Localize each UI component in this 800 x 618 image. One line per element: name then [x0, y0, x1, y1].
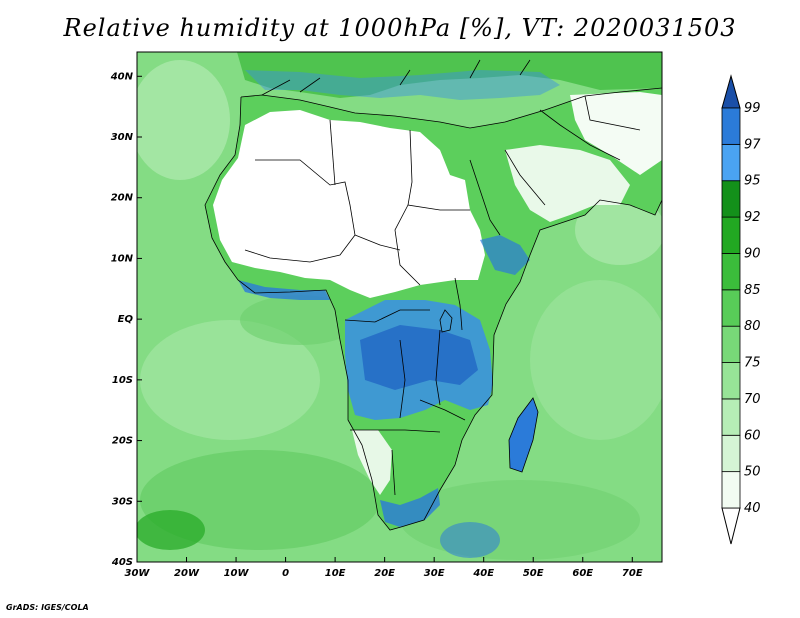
south-africa-moist-region — [380, 488, 440, 527]
land-europe — [237, 52, 662, 98]
lon-tick-label: 30E — [424, 568, 445, 579]
arabia-dry-region — [505, 145, 630, 222]
lat-tick-label: 30N — [111, 132, 134, 143]
colorbar-segment — [721, 253, 741, 291]
middle-east-dry-region — [570, 92, 662, 175]
latitude-axis: 40N 30N 20N 10N EQ 10S 20S 30S 40S — [110, 71, 142, 568]
lat-tick-label: 40S — [111, 557, 133, 568]
ocean-patch-indian — [530, 280, 662, 440]
lon-tick-label: 0 — [282, 568, 289, 579]
colorbar-level-label: 97 — [744, 137, 761, 152]
lat-tick-label: 10S — [112, 375, 133, 386]
colorbar-segment — [721, 180, 741, 218]
lat-tick-label: 20S — [112, 436, 133, 447]
ocean-moist-sw — [137, 510, 205, 550]
colorbar: 40 50 60 70 75 80 85 90 92 95 97 99 — [721, 74, 761, 545]
country-borders — [204, 59, 662, 531]
colorbar-level-label: 60 — [744, 428, 761, 443]
colorbar-level-label: 90 — [744, 246, 761, 261]
lon-tick-label: 10W — [224, 568, 250, 579]
lon-tick-label: 40E — [472, 568, 494, 579]
lon-tick-label: 30W — [125, 568, 151, 579]
colorbar-level-label: 99 — [744, 101, 761, 116]
colorbar-level-label: 70 — [744, 392, 761, 407]
grads-credit: GrADS: IGES/COLA — [6, 603, 89, 612]
colorbar-segment — [721, 398, 741, 436]
mediterranean-moist-band — [245, 70, 560, 100]
colorbar-level-label: 95 — [744, 174, 761, 189]
map-title: Relative humidity at 1000hPa [%], VT: 20… — [63, 14, 737, 42]
colorbar-segment — [721, 216, 741, 254]
west-africa-coast-moist — [238, 280, 330, 300]
sahara-dry-region — [213, 110, 485, 298]
colorbar-cap-bottom — [721, 507, 741, 545]
humidity-field — [137, 52, 662, 562]
central-africa-moist-core — [360, 325, 478, 390]
colorbar-level-label: 80 — [744, 319, 761, 334]
lat-tick-label: 10N — [111, 253, 134, 264]
ocean-patch-north-atlantic — [137, 60, 230, 180]
colorbar-cap-top — [721, 74, 741, 109]
lon-tick-label: 20E — [374, 568, 395, 579]
lat-tick-label: EQ — [118, 314, 134, 325]
colorbar-segment — [721, 107, 741, 145]
ocean-patch-arabian-sea — [575, 195, 662, 265]
lat-tick-label: 40N — [110, 71, 134, 82]
colorbar-level-label: 92 — [744, 210, 761, 225]
ocean-moist-se — [440, 522, 500, 558]
ethiopia-moist-region — [480, 235, 530, 275]
colorbar-level-label: 85 — [744, 283, 761, 298]
lat-tick-label: 20N — [111, 193, 134, 204]
ocean-patch-gulf-guinea — [240, 295, 360, 345]
ocean-patch-mid-atlantic — [140, 320, 320, 440]
lon-tick-label: 50E — [523, 568, 544, 579]
colorbar-level-label: 40 — [744, 501, 761, 516]
lon-tick-label: 20W — [174, 568, 200, 579]
colorbar-segment — [721, 434, 741, 473]
lon-tick-label: 60E — [572, 568, 593, 579]
land-madagascar — [509, 398, 538, 472]
lat-tick-label: 30S — [112, 496, 133, 507]
colorbar-segment — [721, 325, 741, 363]
colorbar-segment — [721, 471, 741, 509]
colorbar-level-label: 75 — [744, 356, 761, 371]
lon-tick-label: 70E — [622, 568, 643, 579]
colorbar-segment — [721, 143, 741, 182]
colorbar-segment — [721, 289, 741, 327]
longitude-axis: 30W 20W 10W 0 10E 20E 30E 40E 50E 60E 70E — [125, 557, 643, 579]
lon-tick-label: 10E — [325, 568, 346, 579]
colorbar-level-label: 50 — [744, 465, 761, 480]
plot-frame — [136, 51, 663, 563]
colorbar-segment — [721, 362, 741, 400]
